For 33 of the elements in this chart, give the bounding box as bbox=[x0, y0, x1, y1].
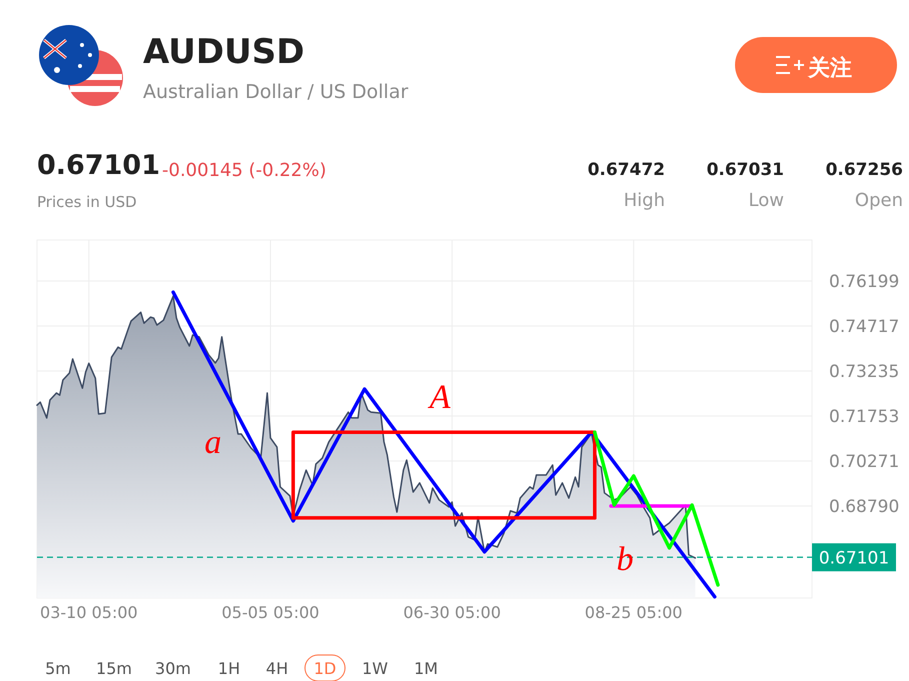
text: -0.00145 (-0.22%) bbox=[162, 160, 326, 181]
text: 0.67256 bbox=[826, 160, 903, 180]
text: 1H bbox=[218, 659, 240, 678]
text: 15m bbox=[96, 659, 132, 678]
y-tick-label: 0.68790 bbox=[829, 496, 900, 517]
text: 1M bbox=[414, 659, 438, 678]
text: 1W bbox=[362, 659, 388, 678]
y-tick-label: 0.74717 bbox=[829, 317, 900, 338]
text: 5m bbox=[45, 659, 71, 678]
y-tick-label: 0.71753 bbox=[829, 407, 900, 428]
text: Low bbox=[748, 190, 784, 211]
annotation: A bbox=[428, 378, 451, 416]
text: 1D bbox=[314, 659, 336, 678]
chart-title: AUDUSD bbox=[143, 32, 304, 72]
text: 0.67101 bbox=[37, 150, 160, 181]
text: Open bbox=[854, 190, 903, 211]
text: 0.67031 bbox=[706, 160, 784, 180]
x-tick-label: 06-30 05:00 bbox=[403, 603, 501, 622]
chart-subtitle: Australian Dollar / US Dollar bbox=[143, 81, 408, 103]
annotation: a bbox=[204, 424, 222, 461]
y-tick-label: 0.76199 bbox=[829, 272, 900, 292]
text: High bbox=[624, 190, 665, 211]
y-tick-label: 0.73235 bbox=[829, 362, 900, 382]
text: 4H bbox=[266, 659, 288, 678]
text: 0.67472 bbox=[588, 160, 665, 180]
x-tick-label: 03-10 05:00 bbox=[40, 603, 138, 622]
x-tick-label: 08-25 05:00 bbox=[584, 603, 682, 622]
text: 30m bbox=[155, 659, 191, 678]
text: Prices in USD bbox=[37, 193, 137, 211]
x-tick-label: 05-05 05:00 bbox=[222, 603, 320, 622]
ref-line-label: 0.67101 bbox=[818, 548, 890, 568]
text: 关注 bbox=[807, 55, 852, 81]
y-tick-label: 0.70271 bbox=[829, 452, 900, 472]
